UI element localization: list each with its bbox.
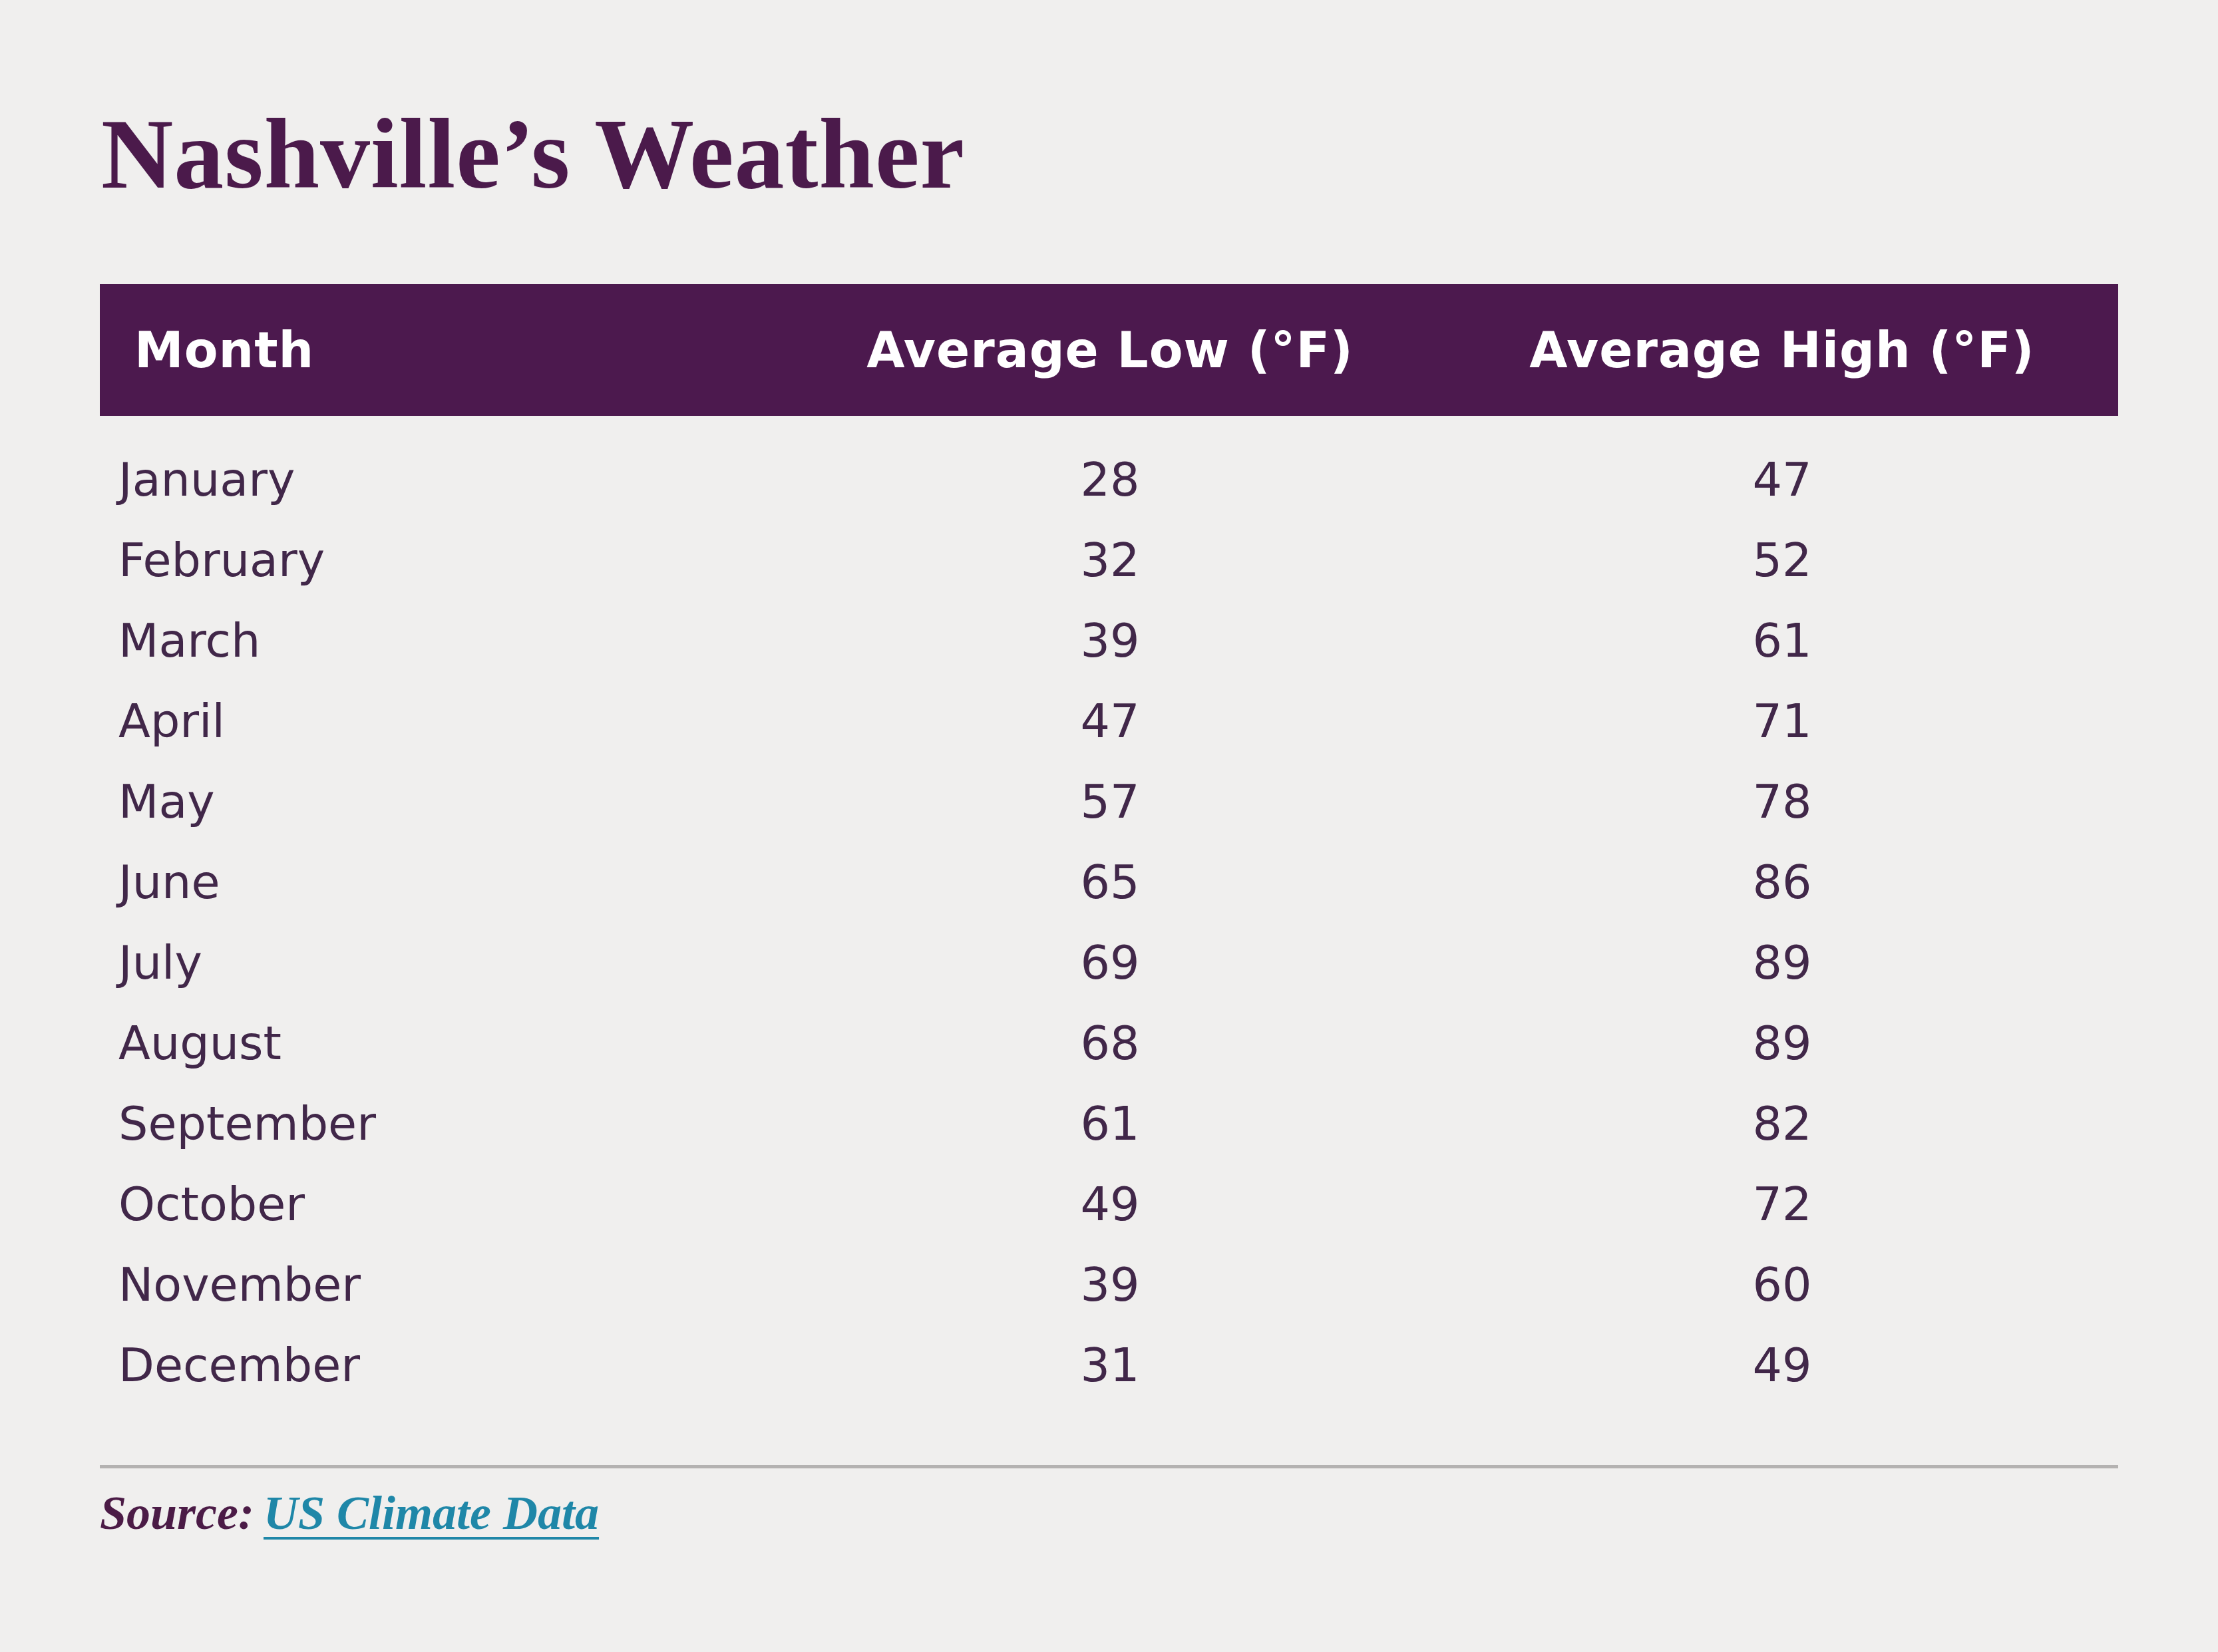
month-cell: October (100, 1164, 774, 1244)
table-row: November3960 (100, 1244, 2118, 1325)
high-cell: 49 (1446, 1325, 2118, 1405)
low-cell: 47 (774, 681, 1446, 761)
low-cell: 49 (774, 1164, 1446, 1244)
table-row: September6182 (100, 1083, 2118, 1164)
month-cell: January (100, 416, 774, 520)
table-header: Month Average Low (°F) Average High (°F) (100, 284, 2118, 416)
high-cell: 86 (1446, 842, 2118, 922)
high-cell: 61 (1446, 600, 2118, 681)
high-cell: 71 (1446, 681, 2118, 761)
page: Nashville’s Weather Month Average Low (°… (0, 0, 2218, 1652)
high-cell: 52 (1446, 520, 2118, 600)
table-row: May5778 (100, 761, 2118, 842)
month-cell: March (100, 600, 774, 681)
high-cell: 72 (1446, 1164, 2118, 1244)
month-cell: May (100, 761, 774, 842)
low-cell: 65 (774, 842, 1446, 922)
low-cell: 69 (774, 922, 1446, 1003)
column-header-average-low: Average Low (°F) (774, 284, 1446, 416)
month-cell: April (100, 681, 774, 761)
table-row: March3961 (100, 600, 2118, 681)
month-cell: December (100, 1325, 774, 1405)
month-cell: July (100, 922, 774, 1003)
month-cell: June (100, 842, 774, 922)
high-cell: 78 (1446, 761, 2118, 842)
table-row: December3149 (100, 1325, 2118, 1405)
high-cell: 60 (1446, 1244, 2118, 1325)
table-row: July6989 (100, 922, 2118, 1003)
table-row: April4771 (100, 681, 2118, 761)
low-cell: 57 (774, 761, 1446, 842)
month-cell: February (100, 520, 774, 600)
header-row: Month Average Low (°F) Average High (°F) (100, 284, 2118, 416)
source-label: Source: (100, 1486, 254, 1540)
low-cell: 68 (774, 1003, 1446, 1083)
month-cell: November (100, 1244, 774, 1325)
table-row: June6586 (100, 842, 2118, 922)
month-cell: September (100, 1083, 774, 1164)
table-row: August6889 (100, 1003, 2118, 1083)
high-cell: 82 (1446, 1083, 2118, 1164)
table-body: January2847February3252March3961April477… (100, 416, 2118, 1405)
page-title: Nashville’s Weather (101, 104, 2118, 204)
low-cell: 28 (774, 416, 1446, 520)
high-cell: 47 (1446, 416, 2118, 520)
source-link[interactable]: US Climate Data (264, 1486, 599, 1540)
low-cell: 31 (774, 1325, 1446, 1405)
table-row: February3252 (100, 520, 2118, 600)
high-cell: 89 (1446, 922, 2118, 1003)
source-line: Source:US Climate Data (100, 1487, 2118, 1540)
low-cell: 39 (774, 1244, 1446, 1325)
high-cell: 89 (1446, 1003, 2118, 1083)
weather-table: Month Average Low (°F) Average High (°F)… (100, 284, 2118, 1405)
low-cell: 39 (774, 600, 1446, 681)
content-area: Nashville’s Weather Month Average Low (°… (0, 104, 2218, 1540)
column-header-month: Month (100, 284, 774, 416)
column-header-average-high: Average High (°F) (1446, 284, 2118, 416)
table-row: January2847 (100, 416, 2118, 520)
low-cell: 32 (774, 520, 1446, 600)
low-cell: 61 (774, 1083, 1446, 1164)
table-row: October4972 (100, 1164, 2118, 1244)
month-cell: August (100, 1003, 774, 1083)
divider-line (100, 1465, 2118, 1468)
